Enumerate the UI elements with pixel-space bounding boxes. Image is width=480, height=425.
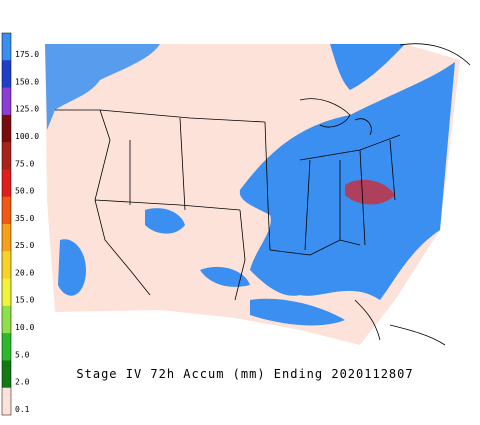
- legend-swatch: [2, 387, 11, 416]
- legend-swatch: [2, 196, 11, 225]
- precip-area: [250, 298, 345, 326]
- legend-swatch: [2, 305, 11, 334]
- precip-area: [345, 179, 395, 205]
- legend-swatch: [2, 114, 11, 143]
- legend-swatch: [2, 360, 11, 389]
- coastline: [354, 43, 471, 346]
- precip-area: [200, 266, 250, 287]
- legend-label: 75.0: [15, 159, 34, 168]
- legend-swatch: [2, 142, 11, 170]
- legend-swatch: [2, 224, 11, 252]
- legend-swatch: [2, 251, 11, 280]
- legend-label: 15.0: [15, 296, 34, 305]
- precip-area: [145, 208, 185, 234]
- legend-label: 10.0: [15, 323, 34, 332]
- legend-label: 125.0: [15, 105, 39, 114]
- legend-label: 20.0: [15, 268, 34, 277]
- legend-swatch: [2, 60, 11, 89]
- legend-swatch: [2, 169, 11, 198]
- legend-swatch: [2, 33, 11, 61]
- legend-label: 35.0: [15, 214, 34, 223]
- map: [45, 43, 471, 346]
- legend-label: 150.0: [15, 77, 39, 86]
- precip-area: [330, 44, 405, 90]
- legend-label: 0.1: [15, 405, 30, 414]
- legend-label: 2.0: [15, 378, 30, 387]
- precip-area: [239, 62, 455, 300]
- precip-area: [45, 44, 160, 130]
- legend-label: 100.0: [15, 132, 39, 141]
- state-boundaries: [55, 109, 401, 301]
- color-legend: 175.0 150.0 125.0 100.0 75.0 50.0 35.0 25.0 20.0…: [1, 32, 39, 416]
- legend-swatch: [2, 333, 11, 361]
- great-lakes: [299, 98, 372, 136]
- legend-label: 25.0: [15, 241, 34, 250]
- legend-swatch: [2, 87, 11, 116]
- legend-frame: [1, 32, 12, 416]
- legend-label: 5.0: [15, 350, 30, 359]
- map-title: Stage IV 72h Accum (mm) Ending 202011280…: [76, 367, 413, 381]
- legend-label: 175.0: [15, 50, 39, 59]
- legend-label: 50.0: [15, 187, 34, 196]
- precip-area: [58, 239, 86, 296]
- legend-swatch: [2, 278, 11, 307]
